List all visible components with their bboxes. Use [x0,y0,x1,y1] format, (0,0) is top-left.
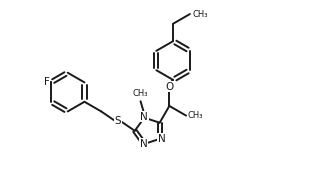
Text: CH₃: CH₃ [193,10,208,19]
Text: S: S [115,116,121,126]
Text: N: N [140,139,147,149]
Text: CH₃: CH₃ [188,111,204,120]
Text: F: F [43,77,49,87]
Text: CH₃: CH₃ [133,89,148,98]
Text: N: N [140,112,148,122]
Text: O: O [165,82,173,92]
Text: N: N [158,134,165,144]
